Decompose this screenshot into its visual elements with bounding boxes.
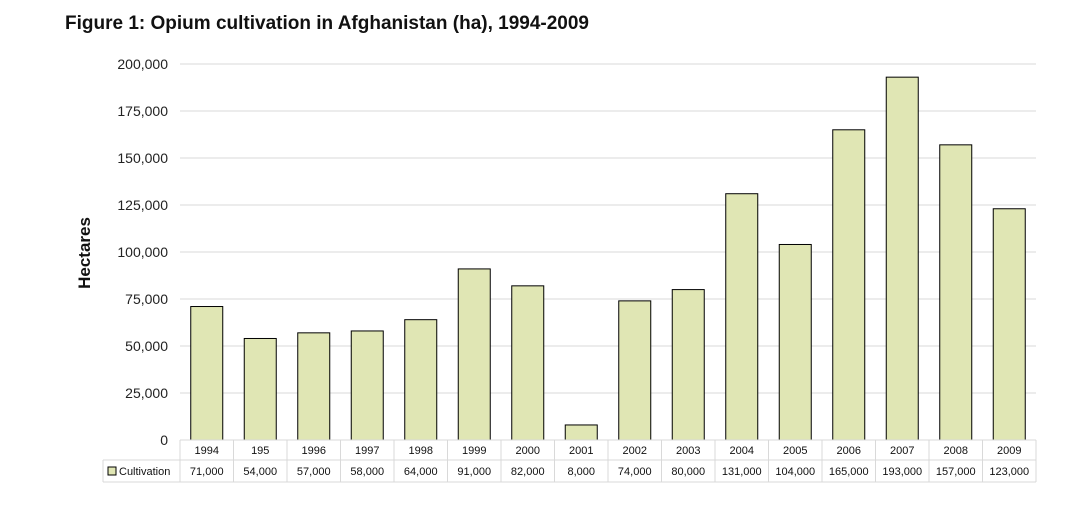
y-tick-label: 75,000 [125, 291, 168, 307]
bar [350, 330, 384, 441]
data-label: 8,000 [567, 466, 595, 478]
bar [885, 76, 919, 441]
bar [457, 268, 491, 441]
data-label: 71,000 [190, 466, 224, 478]
x-tick-label: 2009 [997, 445, 1021, 457]
data-label: 131,000 [722, 466, 762, 478]
x-tick-label: 2007 [890, 445, 914, 457]
bar [671, 289, 705, 441]
x-tick-label: 1999 [462, 445, 486, 457]
bar [564, 424, 598, 441]
bar [725, 193, 759, 441]
data-table: 1994 195 1996 1997 1998 1999 2000 2001 2002 2003 2… [102, 439, 1037, 483]
data-label: 157,000 [936, 466, 976, 478]
x-tick-label: 2000 [516, 445, 540, 457]
bar [190, 306, 224, 441]
bar [618, 300, 652, 441]
x-tick-label: 1998 [409, 445, 433, 457]
y-tick-label: 0 [160, 432, 168, 448]
x-tick-label: 2004 [730, 445, 754, 457]
data-label: 80,000 [671, 466, 705, 478]
legend-swatch [107, 466, 117, 476]
y-tick-label: 175,000 [117, 103, 168, 119]
data-label: 193,000 [882, 466, 922, 478]
y-tick-label: 150,000 [117, 150, 168, 166]
data-label: 104,000 [775, 466, 815, 478]
bar [511, 285, 545, 441]
bar [778, 243, 812, 441]
x-tick-label: 2008 [944, 445, 968, 457]
bar [404, 319, 438, 441]
y-axis-label: Hectares [75, 217, 94, 289]
bar [992, 208, 1026, 441]
y-axis-ticks: 0 25,000 50,000 75,000 100,000 125,000 150,000… [117, 56, 168, 448]
x-tick-label: 1997 [355, 445, 379, 457]
data-label: 74,000 [618, 466, 652, 478]
data-label: 54,000 [243, 466, 277, 478]
x-tick-label: 195 [251, 445, 269, 457]
bar [297, 332, 331, 441]
bar [243, 337, 277, 441]
x-tick-label: 2003 [676, 445, 700, 457]
y-tick-label: 50,000 [125, 338, 168, 354]
bars [190, 76, 1026, 441]
chart-title: Figure 1: Opium cultivation in Afghanist… [65, 13, 590, 34]
y-tick-label: 125,000 [117, 197, 168, 213]
data-label: 165,000 [829, 466, 869, 478]
data-label: 82,000 [511, 466, 545, 478]
data-label: 91,000 [457, 466, 491, 478]
data-label: 123,000 [989, 466, 1029, 478]
x-tick-label: 1996 [302, 445, 326, 457]
x-tick-label: 2006 [837, 445, 861, 457]
x-tick-label: 1994 [195, 445, 219, 457]
x-tick-label: 2005 [783, 445, 807, 457]
y-tick-label: 200,000 [117, 56, 168, 72]
data-label: 64,000 [404, 466, 438, 478]
data-label: 58,000 [350, 466, 384, 478]
x-tick-label: 2001 [569, 445, 593, 457]
data-label: 57,000 [297, 466, 331, 478]
y-tick-label: 100,000 [117, 244, 168, 260]
x-tick-label: 2002 [623, 445, 647, 457]
bar [832, 129, 866, 441]
bar [939, 144, 973, 441]
legend-series-name: Cultivation [119, 466, 170, 478]
y-tick-label: 25,000 [125, 385, 168, 401]
